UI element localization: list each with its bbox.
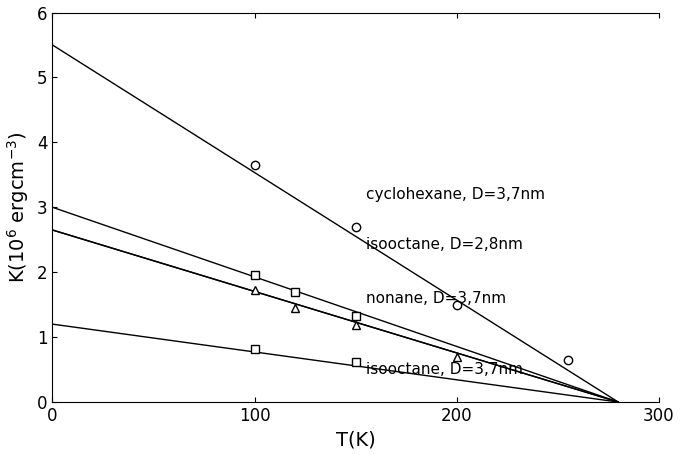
X-axis label: T(K): T(K) [336,430,375,450]
Text: isooctane, D=2,8nm: isooctane, D=2,8nm [366,238,522,253]
Text: cyclohexane, D=3,7nm: cyclohexane, D=3,7nm [366,187,545,202]
Y-axis label: K(10$^6$ ergcm$^{-3}$): K(10$^6$ ergcm$^{-3}$) [5,131,31,283]
Text: nonane, D=3,7nm: nonane, D=3,7nm [366,291,506,306]
Text: isooctane, D=3,7nm: isooctane, D=3,7nm [366,362,523,377]
